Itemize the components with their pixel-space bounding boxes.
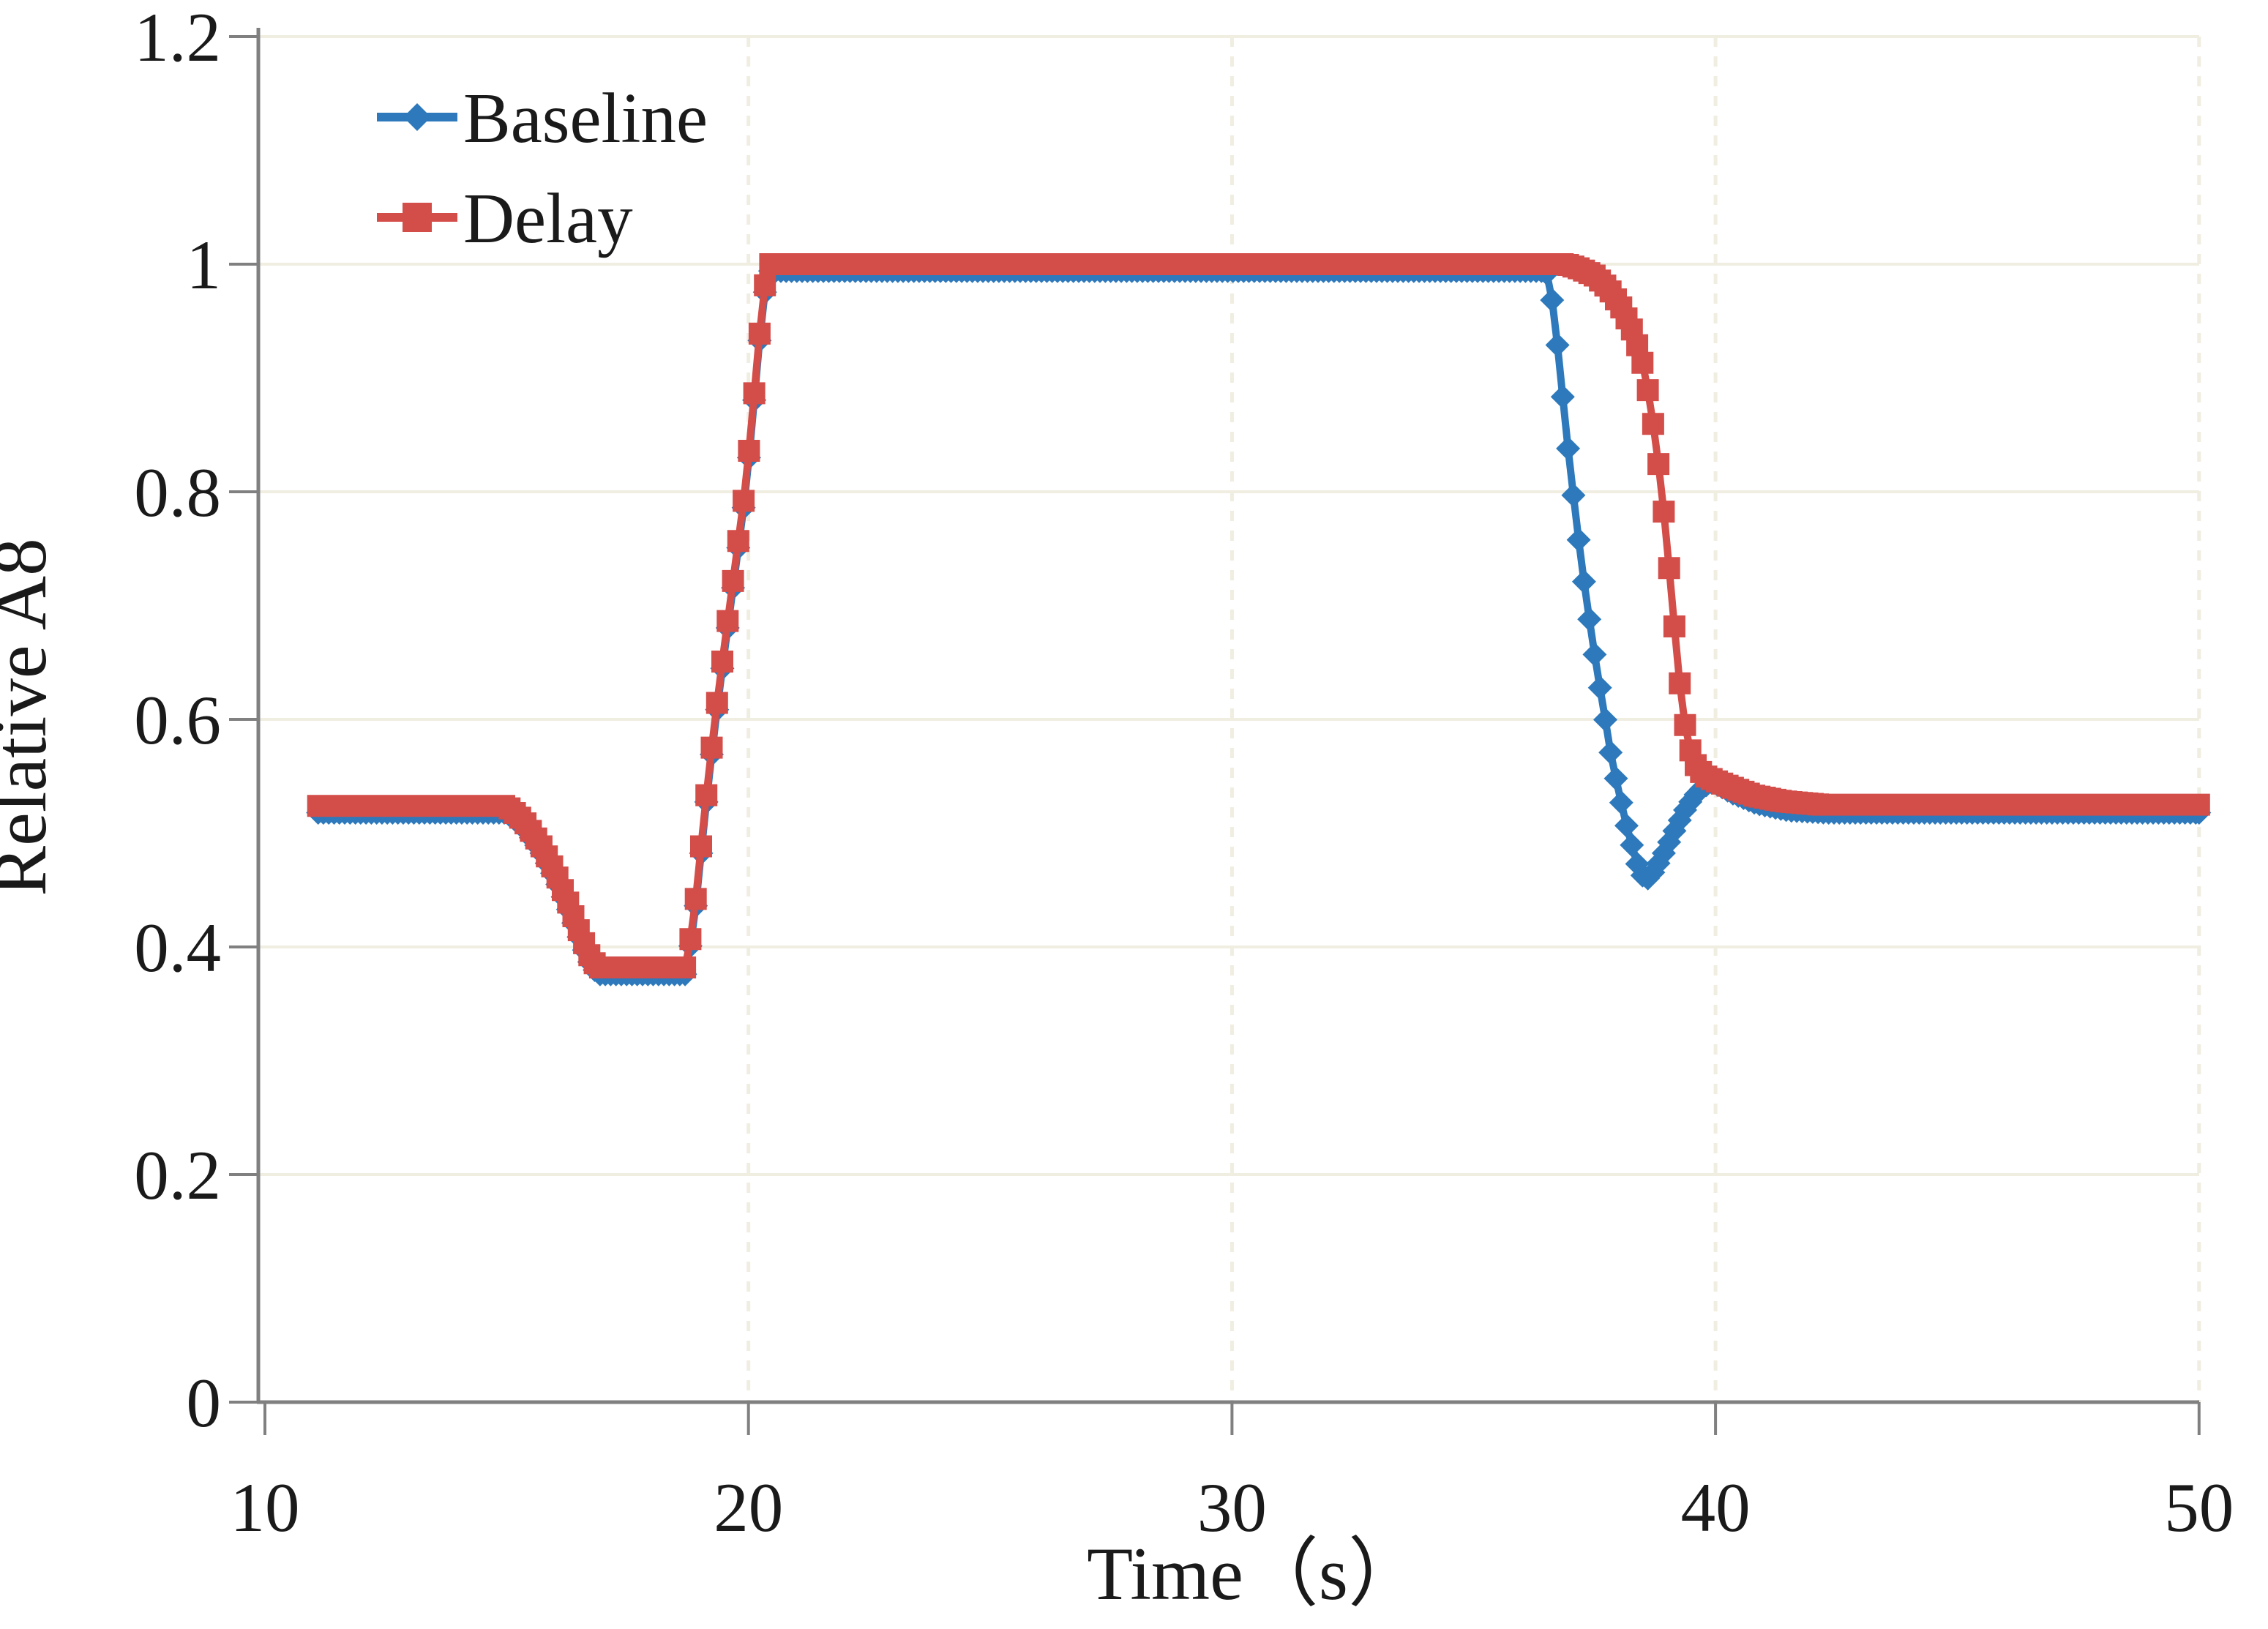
label-layer: Time（s） Relative A8 bbox=[0, 538, 1423, 1616]
legend-item-baseline: Baseline bbox=[377, 79, 708, 157]
x-axis-title: Time（s） bbox=[1087, 1532, 1423, 1616]
y-tick-label-0: 0 bbox=[187, 1364, 222, 1442]
y-tick-label-0.2: 0.2 bbox=[134, 1136, 221, 1214]
series-layer bbox=[306, 253, 2212, 986]
x-tick-label-50: 50 bbox=[2164, 1469, 2234, 1546]
y-tick-label-1: 1 bbox=[187, 226, 222, 304]
legend: Baseline Delay bbox=[377, 79, 708, 258]
legend-square-marker-icon bbox=[403, 203, 432, 232]
baseline-series-line bbox=[314, 267, 2203, 978]
y-axis-title: Relative A8 bbox=[0, 538, 62, 896]
baseline-series-markers bbox=[306, 258, 2212, 986]
legend-label-baseline: Baseline bbox=[463, 79, 708, 157]
y-tick-label-1.2: 1.2 bbox=[134, 0, 221, 76]
x-tick-label-30: 30 bbox=[1197, 1469, 1267, 1546]
legend-item-delay: Delay bbox=[377, 179, 633, 258]
delay-series-markers bbox=[307, 253, 2210, 978]
x-tick-label-20: 20 bbox=[714, 1469, 783, 1546]
y-tick-label-0.4: 0.4 bbox=[134, 909, 221, 986]
legend-label-delay: Delay bbox=[463, 179, 633, 258]
x-tick-label-10: 10 bbox=[231, 1469, 300, 1546]
legend-diamond-marker-icon bbox=[403, 103, 431, 131]
y-tick-label-0.6: 0.6 bbox=[134, 681, 221, 759]
axis-layer: 0 0.2 0.4 0.6 0.8 1 1.2 10 20 30 40 50 bbox=[134, 0, 2234, 1546]
delay-series-line bbox=[314, 261, 2203, 971]
x-tick-label-40: 40 bbox=[1681, 1469, 1751, 1546]
y-tick-label-0.8: 0.8 bbox=[134, 454, 221, 531]
